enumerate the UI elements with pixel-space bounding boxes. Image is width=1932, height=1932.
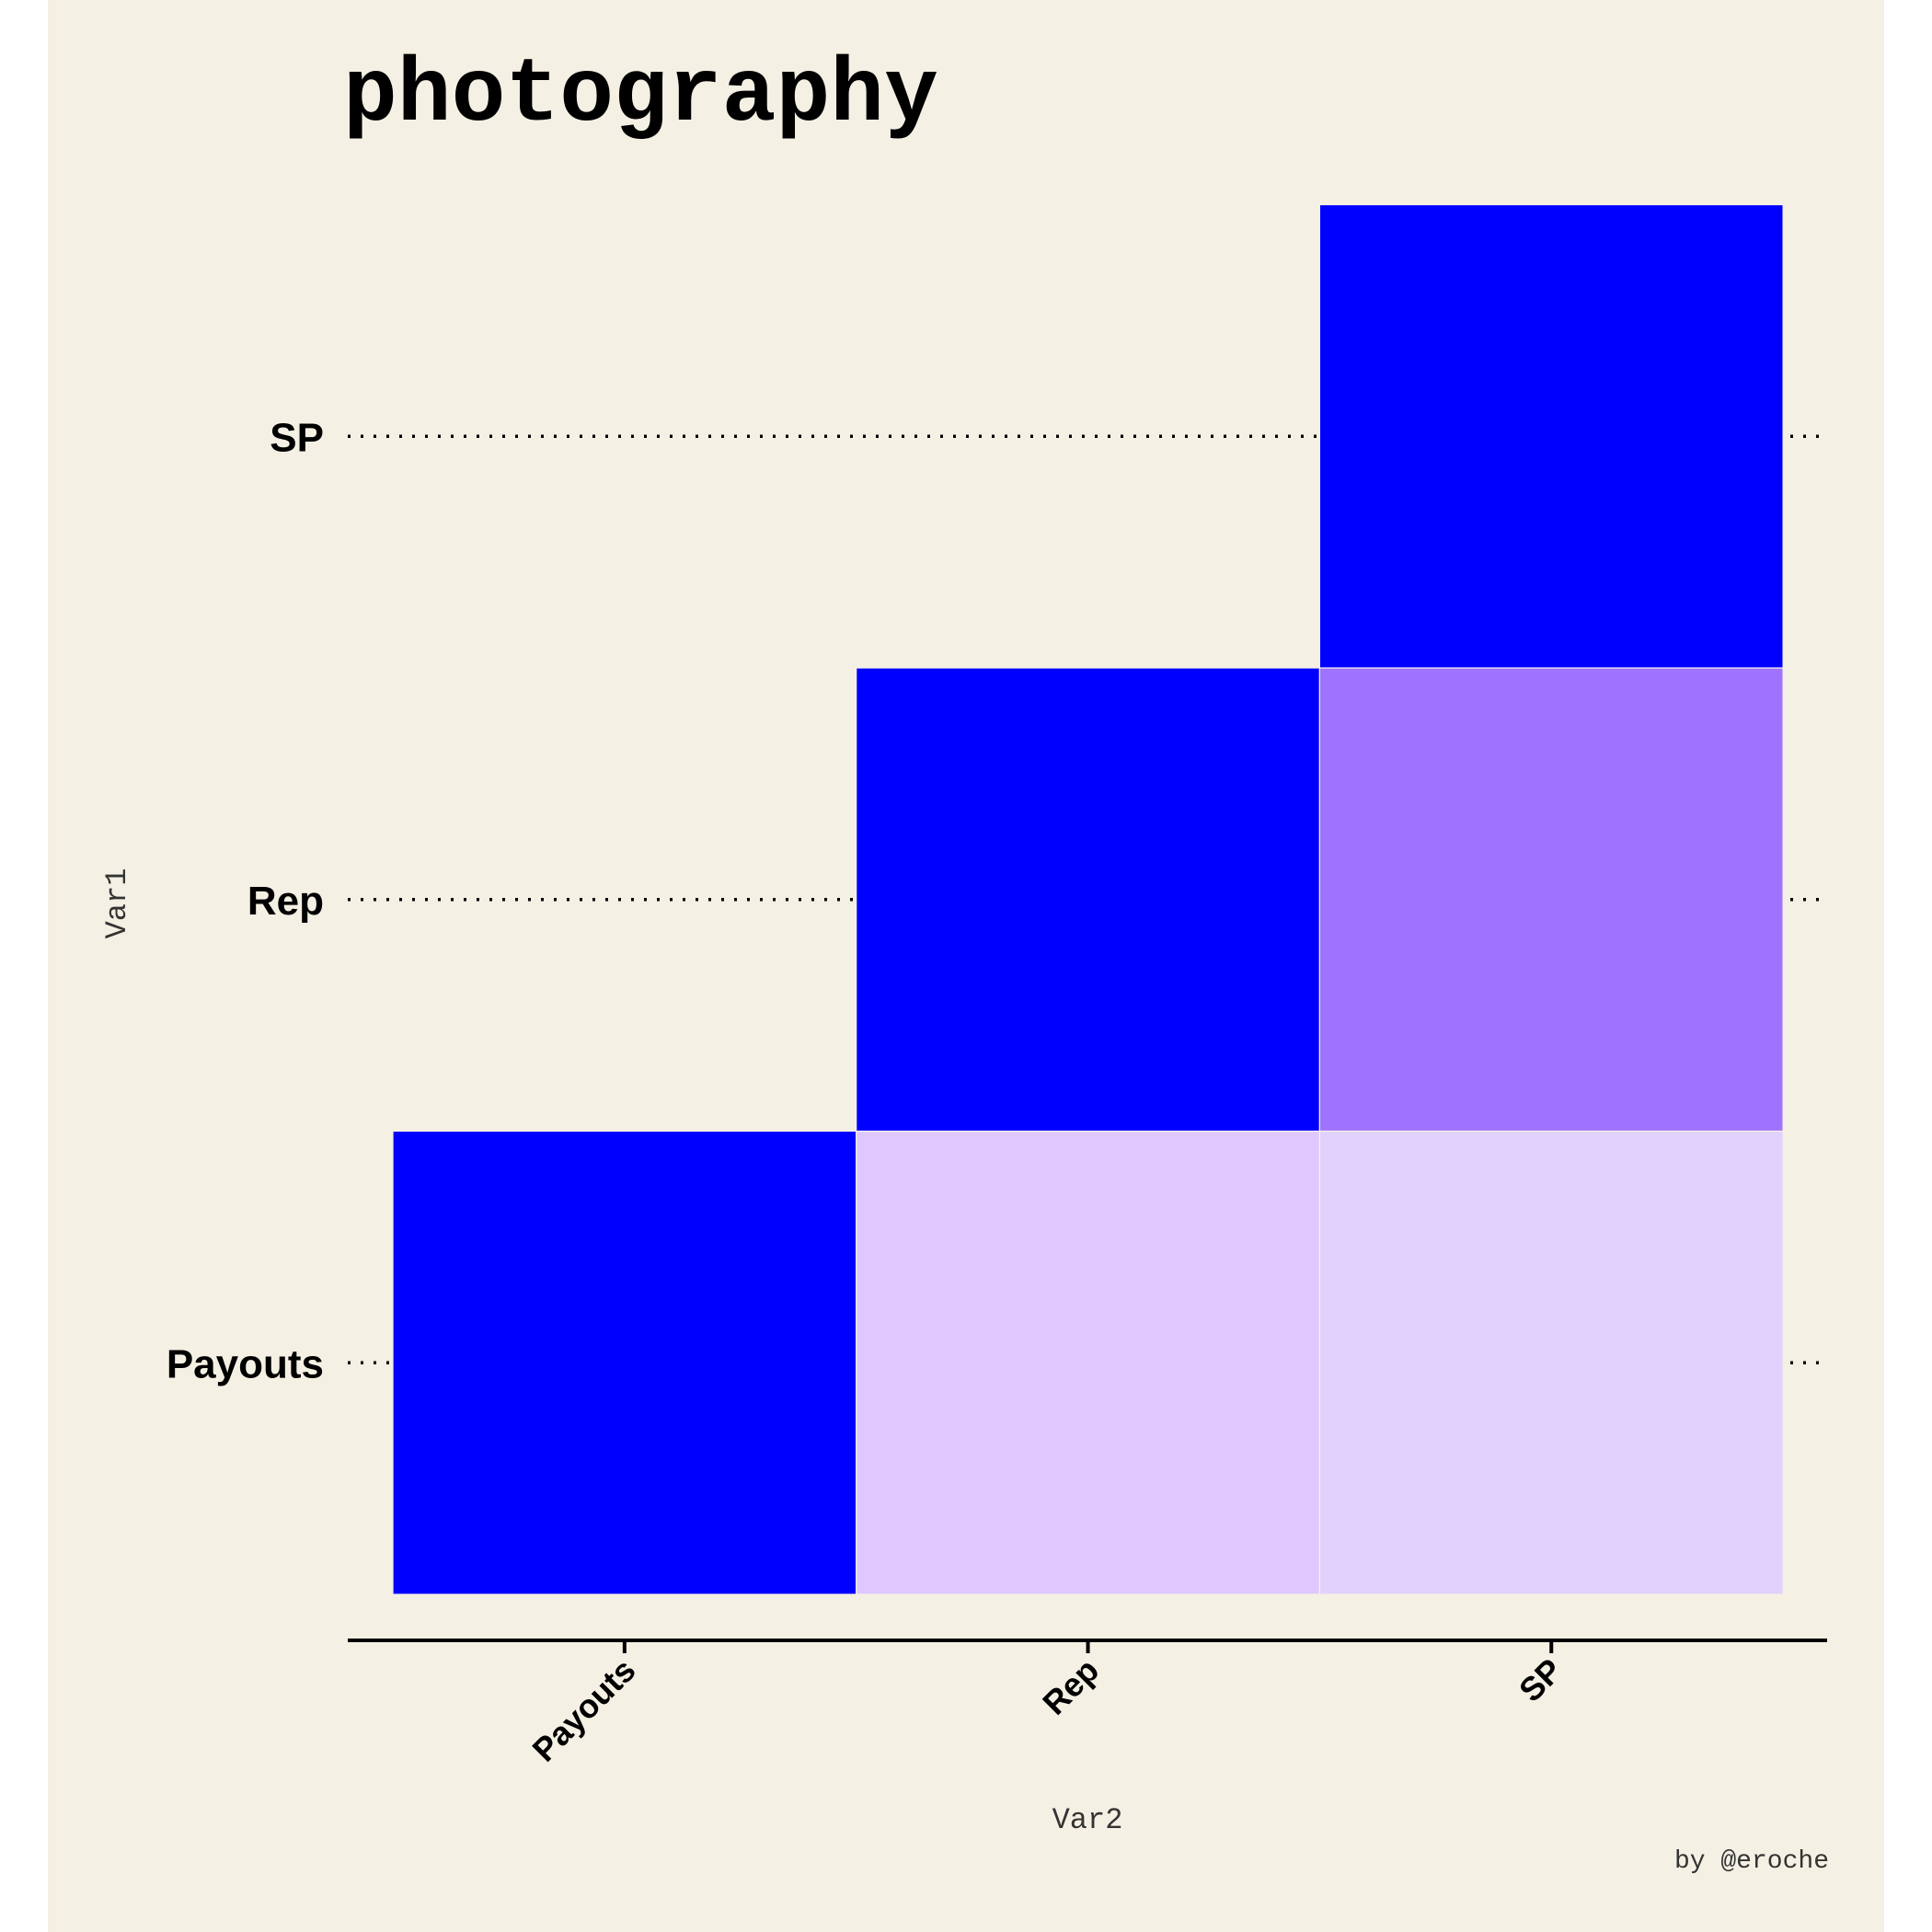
y-tick-label: SP	[270, 415, 324, 460]
heatmap-cell	[856, 1130, 1321, 1595]
chart-title: photography	[343, 45, 938, 147]
y-axis-title: Var1	[100, 868, 134, 939]
heatmap-cell	[1318, 667, 1784, 1133]
heatmap-cell	[1318, 203, 1784, 669]
caption: by @eroche	[1674, 1847, 1829, 1876]
x-tick-label: SP	[1512, 1651, 1570, 1709]
heatmap-cell	[1318, 1130, 1784, 1595]
x-axis-title: Var2	[1052, 1803, 1123, 1837]
x-tick-label: Payouts	[524, 1651, 642, 1769]
y-ticks: Payouts Rep SP	[167, 415, 324, 1386]
x-tick-label: Rep	[1035, 1651, 1106, 1722]
x-ticks: Payouts Rep SP	[524, 1640, 1570, 1769]
y-tick-label: Rep	[247, 879, 324, 924]
y-tick-label: Payouts	[167, 1341, 324, 1386]
heatmap-cell	[856, 667, 1321, 1133]
heatmap-cells	[392, 203, 1784, 1595]
heatmap-cell	[392, 1130, 857, 1595]
